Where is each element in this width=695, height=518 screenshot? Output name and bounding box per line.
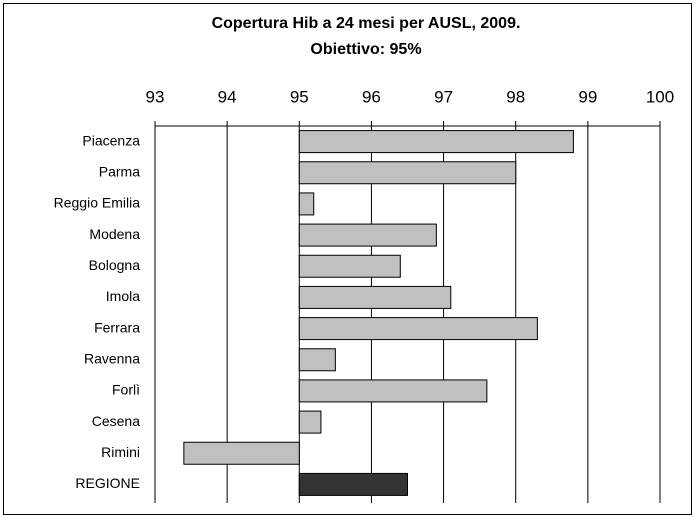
bar (298, 285, 452, 309)
x-tick-label: 98 (506, 87, 525, 106)
y-tick-label: Imola (106, 288, 140, 304)
x-tick-label: 94 (218, 87, 237, 106)
x-tick-label: 100 (646, 87, 674, 106)
bar (298, 223, 437, 247)
y-tick-label: Cesena (92, 413, 140, 429)
bar (298, 379, 488, 403)
chart-title: Copertura Hib a 24 mesi per AUSL, 2009. (212, 15, 521, 32)
bar (298, 317, 538, 341)
bar (298, 161, 517, 185)
x-tick-label: 96 (362, 87, 381, 106)
x-tick-label: 97 (434, 87, 453, 106)
x-tick-label: 93 (146, 87, 165, 106)
y-tick-label: Parma (99, 163, 140, 179)
y-tick-label: Forlì (112, 382, 140, 398)
y-tick-label: Piacenza (82, 132, 140, 148)
y-tick-label: Reggio Emilia (54, 195, 141, 211)
y-tick-label: Ravenna (84, 350, 140, 366)
y-tick-label: Modena (89, 226, 140, 242)
bar (298, 254, 401, 278)
y-tick-label: Rimini (101, 444, 140, 460)
y-tick-label: REGIONE (75, 475, 140, 491)
bar (183, 441, 300, 465)
bar (298, 410, 322, 434)
bar (298, 192, 315, 216)
y-tick-label: Bologna (89, 257, 141, 273)
x-tick-label: 99 (578, 87, 597, 106)
y-tick-label: Ferrara (94, 319, 140, 335)
bar (298, 348, 336, 372)
chart-subtitle: Obiettivo: 95% (310, 41, 421, 58)
bar (298, 130, 574, 154)
bar (298, 472, 408, 496)
x-tick-label: 95 (290, 87, 309, 106)
